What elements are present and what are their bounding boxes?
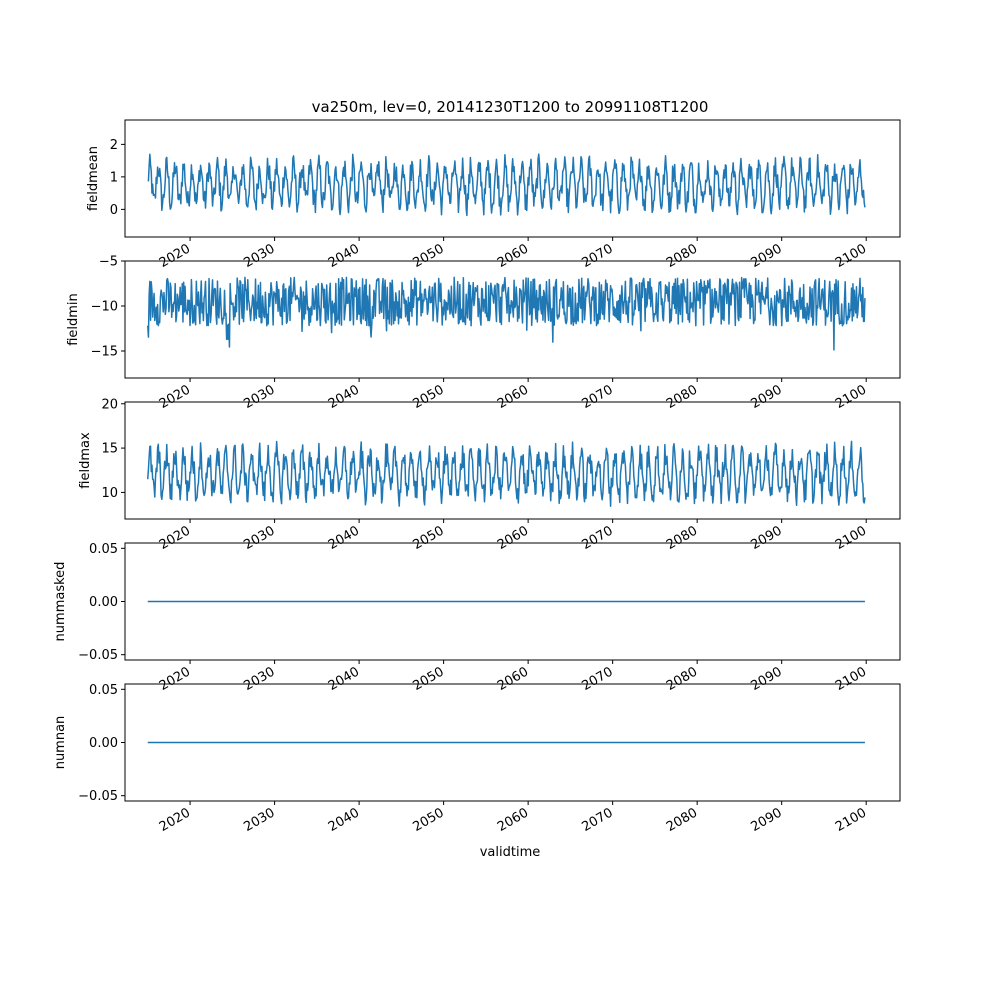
series-line-fieldmin: [146, 276, 866, 351]
x-axis-label: validtime: [480, 845, 541, 860]
x-tick-label: 2090: [749, 241, 785, 271]
y-axis-label: fieldmean: [86, 146, 101, 211]
x-tick-label: 2070: [579, 241, 615, 271]
y-tick-label: 20: [101, 397, 118, 412]
x-tick-label: 2100: [833, 523, 869, 553]
axes-frame: [124, 119, 901, 238]
x-tick-label: 2090: [749, 382, 785, 412]
y-tick-label: 10: [101, 486, 118, 501]
x-tick-label: 2050: [410, 241, 446, 271]
x-tick-label: 2100: [833, 382, 869, 412]
y-tick-label: 0.00: [89, 736, 118, 751]
x-tick-label: 2070: [579, 382, 615, 412]
y-tick-label: 0.00: [89, 595, 118, 610]
subplot-fieldmean: fieldmean 0 1 2 2020 2030 2040 2050 2060 2070 2080…: [86, 119, 901, 271]
y-tick-label: 0.05: [89, 683, 118, 698]
x-tick-label: 2090: [749, 664, 785, 694]
y-tick-label: 0.05: [89, 542, 118, 557]
x-tick-label: 2020: [157, 664, 193, 694]
y-axis-label: fieldmax: [78, 432, 93, 489]
y-tick-label: 1: [110, 170, 118, 185]
y-tick-label: 2: [110, 138, 118, 153]
x-tick-label: 2030: [241, 664, 277, 694]
y-tick-label: 15: [101, 442, 118, 457]
x-tick-label: 2090: [749, 805, 785, 835]
y-axis-label: numnan: [53, 716, 68, 770]
x-tick-label: 2050: [410, 664, 446, 694]
x-tick-label: 2100: [833, 241, 869, 271]
subplot-numnan: numnan −0.05 0.00 0.05 2020 2030 2040 2050 2060 2…: [53, 683, 901, 835]
series-line-fieldmax: [146, 440, 866, 507]
x-tick-label: 2060: [495, 664, 531, 694]
x-tick-label: 2080: [664, 382, 700, 412]
x-tick-label: 2090: [749, 523, 785, 553]
x-tick-label: 2030: [241, 805, 277, 835]
x-tick-label: 2060: [495, 382, 531, 412]
x-tick-label: 2100: [833, 664, 869, 694]
x-tick-label: 2030: [241, 241, 277, 271]
y-tick-label: −15: [91, 345, 118, 360]
x-tick-label: 2020: [157, 805, 193, 835]
x-tick-label: 2080: [664, 805, 700, 835]
x-tick-label: 2070: [579, 523, 615, 553]
chart-title: va250m, lev=0, 20141230T1200 to 20991108…: [312, 98, 709, 116]
x-tick-label: 2020: [157, 523, 193, 553]
subplots: fieldmean 0 1 2 2020 2030 2040 2050 2060 2070 2080…: [53, 119, 901, 835]
x-tick-label: 2030: [241, 382, 277, 412]
series-line-fieldmean: [147, 153, 866, 217]
y-tick-label: −0.05: [78, 648, 118, 663]
x-tick-label: 2060: [495, 805, 531, 835]
x-tick-label: 2080: [664, 664, 700, 694]
x-tick-label: 2040: [326, 805, 362, 835]
x-tick-label: 2100: [833, 805, 869, 835]
subplot-fieldmin: fieldmin −15 −10 −5 2020 2030 2040 2050 2060 2070…: [66, 255, 901, 412]
x-tick-label: 2050: [410, 805, 446, 835]
x-tick-label: 2030: [241, 523, 277, 553]
x-tick-label: 2070: [579, 664, 615, 694]
x-tick-label: 2060: [495, 523, 531, 553]
x-tick-label: 2060: [495, 241, 531, 271]
y-tick-label: −10: [91, 300, 118, 315]
y-axis-label: fieldmin: [66, 293, 81, 346]
x-tick-label: 2040: [326, 664, 362, 694]
x-tick-label: 2020: [157, 241, 193, 271]
x-tick-label: 2080: [664, 241, 700, 271]
y-tick-label: −5: [99, 255, 118, 270]
axes-frame: [124, 401, 901, 520]
axes-frame: [124, 542, 901, 661]
x-tick-label: 2020: [157, 382, 193, 412]
axes-frame: [124, 683, 901, 802]
x-tick-label: 2050: [410, 523, 446, 553]
subplot-nummasked: nummasked −0.05 0.00 0.05 2020 2030 2040 2050 20…: [53, 542, 901, 694]
x-tick-label: 2040: [326, 241, 362, 271]
y-tick-label: 0: [110, 203, 118, 218]
x-tick-label: 2040: [326, 382, 362, 412]
y-axis-label: nummasked: [53, 562, 68, 642]
x-tick-label: 2050: [410, 382, 446, 412]
y-tick-label: −0.05: [78, 789, 118, 804]
x-tick-label: 2070: [579, 805, 615, 835]
x-tick-label: 2040: [326, 523, 362, 553]
x-tick-label: 2080: [664, 523, 700, 553]
axes-frame: [124, 260, 901, 379]
